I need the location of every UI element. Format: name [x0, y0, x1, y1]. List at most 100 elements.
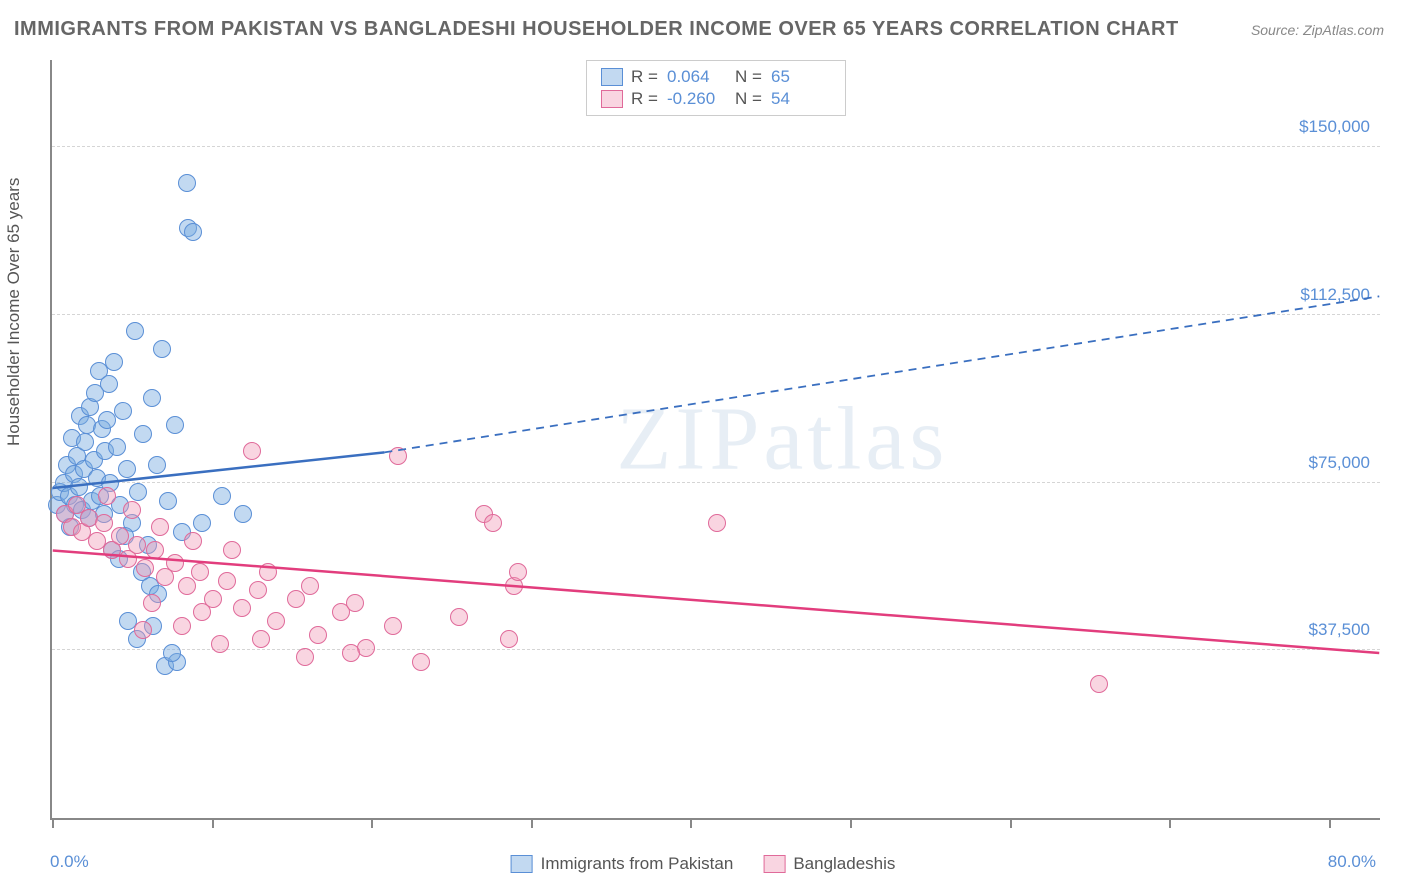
- data-point: [234, 505, 252, 523]
- data-point: [233, 599, 251, 617]
- x-tick: [690, 818, 692, 828]
- data-point: [108, 438, 126, 456]
- data-point: [346, 594, 364, 612]
- trend-lines: [52, 60, 1380, 818]
- data-point: [450, 608, 468, 626]
- data-point: [163, 644, 181, 662]
- data-point: [412, 653, 430, 671]
- data-point: [243, 442, 261, 460]
- series-legend: Immigrants from Pakistan Bangladeshis: [511, 854, 896, 874]
- swatch-series1: [601, 68, 623, 86]
- data-point: [252, 630, 270, 648]
- legend-swatch-series2: [763, 855, 785, 873]
- data-point: [249, 581, 267, 599]
- r-value-series2: -0.260: [667, 89, 727, 109]
- watermark-text: ZIPatlas: [616, 388, 948, 491]
- gridline: [52, 482, 1380, 483]
- data-point: [134, 621, 152, 639]
- x-tick: [1329, 818, 1331, 828]
- legend-label-series2: Bangladeshis: [793, 854, 895, 874]
- data-point: [146, 541, 164, 559]
- data-point: [213, 487, 231, 505]
- scatter-plot-area: ZIPatlas R = 0.064 N = 65 R = -0.260 N =…: [50, 60, 1380, 820]
- y-tick-label: $112,500: [1300, 285, 1370, 305]
- data-point: [296, 648, 314, 666]
- data-point: [114, 402, 132, 420]
- data-point: [184, 223, 202, 241]
- legend-label-series1: Immigrants from Pakistan: [541, 854, 734, 874]
- data-point: [708, 514, 726, 532]
- legend-row-series2: R = -0.260 N = 54: [601, 89, 831, 109]
- data-point: [148, 456, 166, 474]
- correlation-legend: R = 0.064 N = 65 R = -0.260 N = 54: [586, 60, 846, 116]
- gridline: [52, 314, 1380, 315]
- x-tick: [1169, 818, 1171, 828]
- data-point: [509, 563, 527, 581]
- gridline: [52, 649, 1380, 650]
- y-tick-label: $150,000: [1299, 117, 1370, 137]
- data-point: [287, 590, 305, 608]
- data-point: [76, 433, 94, 451]
- data-point: [166, 416, 184, 434]
- legend-swatch-series1: [511, 855, 533, 873]
- legend-item-series2: Bangladeshis: [763, 854, 895, 874]
- data-point: [173, 617, 191, 635]
- data-point: [166, 554, 184, 572]
- chart-title: IMMIGRANTS FROM PAKISTAN VS BANGLADESHI …: [14, 18, 1179, 41]
- legend-row-series1: R = 0.064 N = 65: [601, 67, 831, 87]
- data-point: [484, 514, 502, 532]
- data-point: [178, 577, 196, 595]
- x-tick: [850, 818, 852, 828]
- data-point: [118, 460, 136, 478]
- data-point: [259, 563, 277, 581]
- data-point: [128, 536, 146, 554]
- data-point: [98, 487, 116, 505]
- data-point: [143, 389, 161, 407]
- x-tick: [371, 818, 373, 828]
- data-point: [153, 340, 171, 358]
- data-point: [211, 635, 229, 653]
- x-tick: [1010, 818, 1012, 828]
- x-axis-min-label: 0.0%: [50, 852, 89, 872]
- r-value-series1: 0.064: [667, 67, 727, 87]
- data-point: [159, 492, 177, 510]
- y-tick-label: $37,500: [1309, 620, 1370, 640]
- swatch-series2: [601, 90, 623, 108]
- data-point: [105, 353, 123, 371]
- data-point: [218, 572, 236, 590]
- data-point: [100, 375, 118, 393]
- data-point: [126, 322, 144, 340]
- y-tick-label: $75,000: [1309, 453, 1370, 473]
- x-tick: [531, 818, 533, 828]
- data-point: [1090, 675, 1108, 693]
- data-point: [134, 425, 152, 443]
- data-point: [123, 501, 141, 519]
- data-point: [111, 527, 129, 545]
- data-point: [223, 541, 241, 559]
- data-point: [193, 514, 211, 532]
- data-point: [95, 514, 113, 532]
- data-point: [178, 174, 196, 192]
- data-point: [191, 563, 209, 581]
- source-attribution: Source: ZipAtlas.com: [1251, 22, 1384, 38]
- data-point: [151, 518, 169, 536]
- data-point: [98, 411, 116, 429]
- data-point: [309, 626, 327, 644]
- data-point: [143, 594, 161, 612]
- x-axis-max-label: 80.0%: [1328, 852, 1376, 872]
- data-point: [301, 577, 319, 595]
- data-point: [267, 612, 285, 630]
- legend-item-series1: Immigrants from Pakistan: [511, 854, 734, 874]
- y-axis-title: Householder Income Over 65 years: [4, 178, 24, 446]
- data-point: [389, 447, 407, 465]
- n-value-series1: 65: [771, 67, 831, 87]
- data-point: [193, 603, 211, 621]
- x-tick: [52, 818, 54, 828]
- data-point: [500, 630, 518, 648]
- n-value-series2: 54: [771, 89, 831, 109]
- data-point: [136, 559, 154, 577]
- data-point: [184, 532, 202, 550]
- data-point: [129, 483, 147, 501]
- x-tick: [212, 818, 214, 828]
- gridline: [52, 146, 1380, 147]
